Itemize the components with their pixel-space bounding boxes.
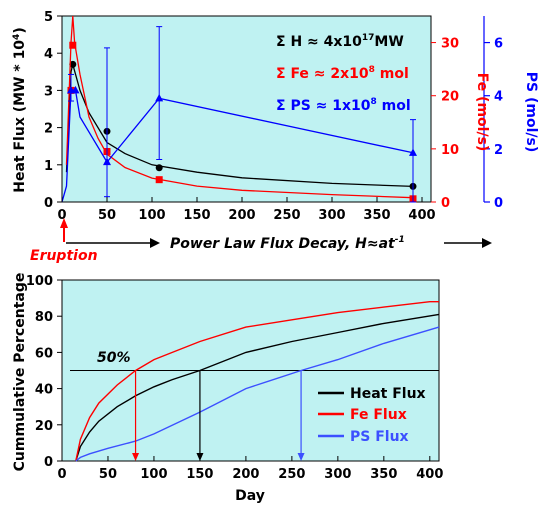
annotation-heat-sum: Σ H ≈ 4x1017MW xyxy=(276,33,404,50)
top-ylabel-fe: Fe (mol/s) xyxy=(474,73,490,152)
top-yleft-tick-label: 0 xyxy=(44,196,53,211)
top-marker-ps xyxy=(409,148,417,156)
top-line-ps xyxy=(61,89,414,203)
top-yfe-tick-label: 10 xyxy=(441,143,459,158)
top-yps-tick-label: 2 xyxy=(494,143,503,158)
top-yfe-tick-label: 30 xyxy=(441,37,459,52)
bottom-chart: 0 50 100 150 200 250 300 350 400 0 20 40 60 80 100 50%… xyxy=(12,273,443,504)
top-yleft-tick-label: 3 xyxy=(44,84,53,99)
top-plot-area xyxy=(61,15,432,203)
bottom-y-tick-label: 40 xyxy=(35,383,53,398)
bottom-y-tick-label: 80 xyxy=(35,310,53,325)
top-x-tick-label: 250 xyxy=(273,208,300,223)
top-chart: 0 50 100 150 200 250 300 350 4000123450102030024… xyxy=(12,10,538,223)
top-yps-tick-label: 0 xyxy=(494,196,503,211)
top-marker-fe xyxy=(69,41,77,49)
top-x-tick-label: 0 xyxy=(57,208,66,223)
top-yleft-tick-label: 5 xyxy=(44,10,53,25)
top-yleft-tick-label: 1 xyxy=(44,159,53,174)
top-x-tick-label: 50 xyxy=(98,208,116,223)
top-x-tick-label: 350 xyxy=(363,208,390,223)
bottom-x-tick-label: 400 xyxy=(416,467,443,482)
bottom-line-fe xyxy=(75,301,439,462)
top-marker-ps xyxy=(103,157,111,166)
top-yleft-tick-label: 4 xyxy=(44,47,53,62)
top-line-fe xyxy=(65,15,414,199)
top-marker-ps xyxy=(71,85,80,94)
bottom-ylabel: Cummulative Percentage xyxy=(12,273,28,472)
bottom-x-tick-label: 100 xyxy=(140,467,167,482)
bottom-x-tick-label: 350 xyxy=(370,467,397,482)
top-ylabel-heat: Heat Flux (MW * 104) xyxy=(12,27,28,192)
eruption-band: Eruption Power Law Flux Decay, H≈at-1 xyxy=(30,218,492,264)
legend-label-ps: PS Flux xyxy=(350,429,409,445)
arrow-head-fe xyxy=(132,453,140,461)
top-ylabel-ps: PS (mol/s) xyxy=(523,72,538,152)
bottom-x-tick-label: 50 xyxy=(99,467,117,482)
top-x-tick-label: 100 xyxy=(138,208,165,223)
annotation-fe-sum: Σ Fe ≈ 2x108 mol xyxy=(276,65,409,82)
bottom-line-ps xyxy=(75,326,440,462)
bottom-x-tick-label: 250 xyxy=(278,467,305,482)
top-marker-heat xyxy=(69,60,77,68)
top-yps-tick-label: 6 xyxy=(494,37,503,52)
bottom-x-tick-label: 150 xyxy=(186,467,213,482)
legend-label-heat: Heat Flux xyxy=(350,386,426,402)
bottom-line-heat xyxy=(75,313,440,462)
top-x-tick-label: 150 xyxy=(183,208,210,223)
top-marker-ps xyxy=(155,93,164,102)
legend: Heat Flux Fe Flux PS Flux xyxy=(318,386,426,445)
bottom-y-tick-label: 0 xyxy=(44,455,53,470)
bottom-y-tick-label: 60 xyxy=(35,346,53,361)
annotation-ps-sum: Σ PS ≈ 1x108 mol xyxy=(276,97,411,114)
decay-arrow-left-head xyxy=(150,238,160,248)
top-ylabel-heat-sup: 4 xyxy=(12,34,22,40)
top-yfe-tick-label: 0 xyxy=(441,196,450,211)
bottom-x-tick-label: 200 xyxy=(232,467,259,482)
top-yps-tick-label: 4 xyxy=(494,90,503,105)
eruption-arrow-icon xyxy=(60,218,68,228)
arrow-head-ps xyxy=(297,453,305,461)
bottom-y-tick-label: 20 xyxy=(35,419,53,434)
legend-label-fe: Fe Flux xyxy=(350,407,407,423)
top-marker-heat xyxy=(155,164,163,172)
top-x-tick-label: 200 xyxy=(228,208,255,223)
top-x-tick-label: 400 xyxy=(408,208,435,223)
eruption-label: Eruption xyxy=(30,248,98,264)
fifty-percent-label: 50% xyxy=(97,350,131,366)
top-marker-fe xyxy=(155,176,163,184)
top-yleft-tick-label: 2 xyxy=(44,122,53,137)
bottom-x-tick-label: 0 xyxy=(57,467,66,482)
decay-arrow-right-head xyxy=(482,238,492,248)
bottom-x-tick-label: 300 xyxy=(324,467,351,482)
decay-label: Power Law Flux Decay, H≈at-1 xyxy=(170,235,405,252)
top-x-tick-label: 300 xyxy=(318,208,345,223)
bottom-xlabel: Day xyxy=(235,488,265,504)
top-yfe-tick-label: 20 xyxy=(441,90,459,105)
bottom-y-tick-label: 100 xyxy=(26,274,53,289)
